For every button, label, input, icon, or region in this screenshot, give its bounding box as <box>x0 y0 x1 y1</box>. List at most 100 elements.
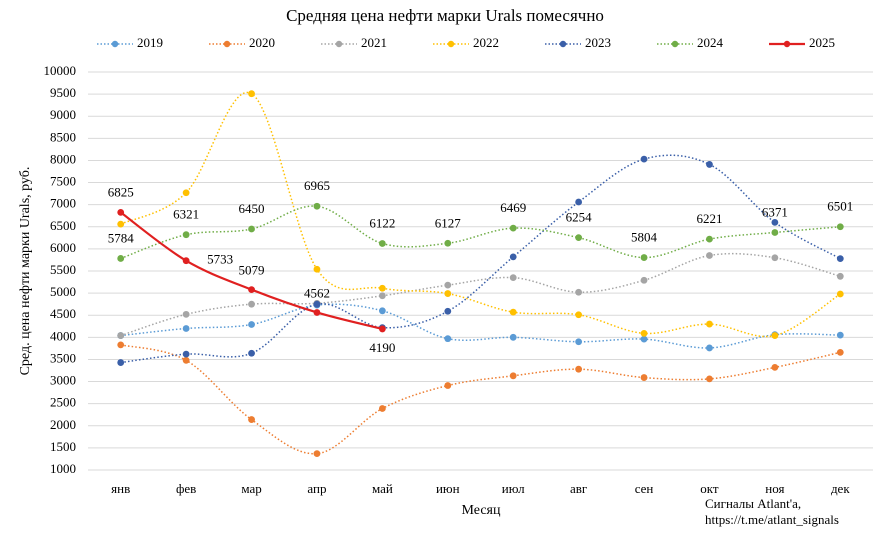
data-point <box>771 229 779 236</box>
data-point <box>313 450 321 458</box>
data-point <box>182 189 190 197</box>
data-point <box>248 300 255 308</box>
data-point <box>836 223 844 231</box>
y-tick-label: 3000 <box>50 373 76 388</box>
data-label: 6127 <box>435 215 462 230</box>
data-point <box>117 209 125 216</box>
y-tick-label: 10000 <box>44 63 77 78</box>
y-tick-label: 9000 <box>50 107 76 122</box>
data-label: 6321 <box>173 207 199 222</box>
x-tick-label: май <box>372 481 393 496</box>
data-point <box>575 288 583 296</box>
data-point <box>509 372 517 380</box>
data-point <box>182 356 190 364</box>
data-point <box>706 252 713 259</box>
legend-label: 2022 <box>473 35 499 50</box>
legend-label: 2021 <box>361 35 387 50</box>
data-point <box>575 198 583 206</box>
data-point <box>509 308 517 316</box>
data-label: 6501 <box>827 199 853 214</box>
data-point <box>248 286 255 294</box>
data-point <box>182 257 190 265</box>
x-tick-label: янв <box>111 481 130 496</box>
legend-label: 2020 <box>249 35 275 50</box>
y-tick-label: 7000 <box>50 196 76 211</box>
data-point <box>640 155 648 163</box>
data-point <box>575 365 583 373</box>
x-axis-label: Месяц <box>462 503 501 518</box>
legend-marker <box>335 40 343 48</box>
data-point <box>313 300 321 308</box>
y-tick-label: 5000 <box>50 284 76 299</box>
data-point <box>640 254 648 261</box>
legend-marker <box>671 40 679 48</box>
data-point <box>313 309 321 316</box>
data-point <box>640 329 648 337</box>
note: https://t.me/atlant_signals <box>705 512 839 527</box>
data-label: 5733 <box>207 252 233 267</box>
data-point <box>706 375 713 383</box>
data-point <box>248 90 255 98</box>
y-tick-label: 6000 <box>50 240 76 255</box>
y-tick-label: 8500 <box>50 129 76 144</box>
legend-marker <box>111 40 119 48</box>
data-point <box>836 331 844 339</box>
data-point <box>248 225 255 233</box>
x-tick-label: авг <box>570 481 587 496</box>
data-point <box>771 364 779 371</box>
y-tick-label: 3500 <box>50 350 76 365</box>
data-label: 6965 <box>304 178 330 193</box>
y-tick-label: 2500 <box>50 395 76 410</box>
data-point <box>575 338 583 346</box>
data-point <box>444 290 452 297</box>
note: Сигналы Atlant'a, <box>705 496 801 511</box>
x-tick-label: окт <box>700 481 719 496</box>
data-label: 6254 <box>566 210 593 225</box>
data-point <box>706 235 713 243</box>
data-point <box>706 320 713 328</box>
data-point <box>378 292 386 300</box>
data-point <box>575 234 583 242</box>
legend-marker <box>783 40 791 48</box>
data-point <box>509 253 517 261</box>
data-point <box>378 325 386 333</box>
x-tick-label: июн <box>436 481 460 496</box>
y-tick-label: 1000 <box>50 461 76 476</box>
data-label: 6221 <box>696 211 722 226</box>
data-point <box>771 254 779 262</box>
legend-label: 2023 <box>585 35 611 50</box>
data-point <box>575 311 583 319</box>
data-point <box>378 284 386 292</box>
legend-marker <box>447 40 455 48</box>
data-point <box>444 281 452 289</box>
y-tick-label: 6500 <box>50 218 76 233</box>
data-point <box>248 321 255 328</box>
data-label: 6825 <box>108 184 134 199</box>
series-line <box>120 344 841 455</box>
x-tick-label: ноя <box>765 481 784 496</box>
legend-label: 2024 <box>697 35 724 50</box>
data-label: 5804 <box>631 230 658 245</box>
data-point <box>117 255 125 262</box>
data-point <box>117 341 125 349</box>
data-point <box>771 332 779 339</box>
x-tick-label: дек <box>831 481 850 496</box>
data-point <box>117 332 125 339</box>
data-label: 6450 <box>239 201 265 216</box>
chart-title: Средняя цена нефти марки Urals помесячно <box>286 6 604 25</box>
x-tick-label: мар <box>241 481 261 496</box>
data-point <box>313 265 321 273</box>
data-point <box>640 276 648 284</box>
legend-marker <box>559 40 567 48</box>
data-point <box>444 382 452 389</box>
data-label: 5079 <box>239 263 265 278</box>
legend-label: 2019 <box>137 35 163 50</box>
data-point <box>640 335 648 343</box>
y-tick-label: 4000 <box>50 328 76 343</box>
data-point <box>640 374 648 381</box>
y-tick-label: 4500 <box>50 306 76 321</box>
legend-label: 2025 <box>809 35 835 50</box>
data-point <box>117 220 125 228</box>
